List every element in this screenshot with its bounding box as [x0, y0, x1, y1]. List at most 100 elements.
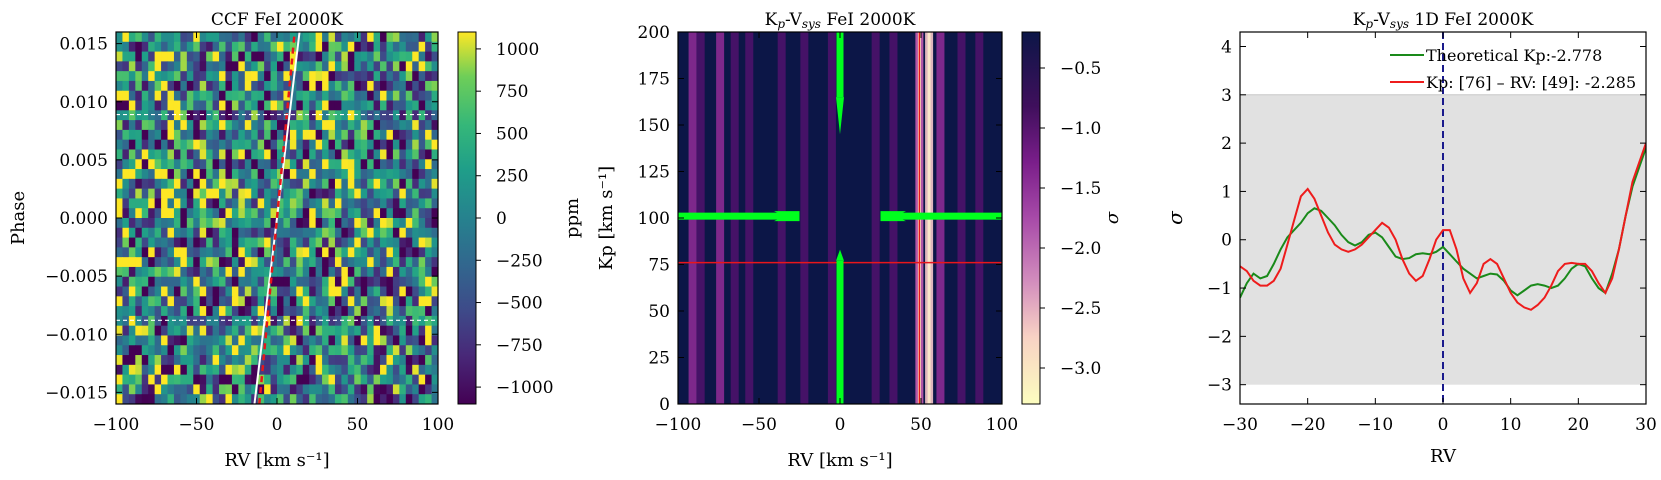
- p1-cell: [154, 374, 162, 386]
- p1-cell: [360, 110, 368, 121]
- p1-cell: [167, 247, 175, 258]
- p1-cell: [264, 32, 272, 43]
- p1-cell: [257, 169, 265, 180]
- p1-cell: [360, 374, 368, 386]
- p1-cell: [128, 227, 136, 239]
- p1-cell: [373, 41, 381, 53]
- p1-cell: [341, 149, 349, 160]
- p1-cell: [257, 306, 265, 317]
- p1-cell: [322, 139, 330, 151]
- p1-cell: [412, 364, 420, 376]
- p1-cell: [360, 41, 368, 53]
- p1-cell: [289, 394, 297, 404]
- p1-cell: [354, 208, 362, 219]
- p1-cell: [399, 178, 407, 190]
- p1-cell: [334, 266, 342, 278]
- p1-cell: [154, 335, 162, 346]
- p1-cell: [161, 61, 169, 72]
- p1-white-line: [253, 32, 301, 404]
- p3-title: Kp-Vsys 1D FeI 2000K: [1353, 10, 1534, 31]
- p1-cell: [167, 266, 175, 278]
- p1-cell: [373, 110, 381, 121]
- p2-ytick-label: 175: [638, 70, 670, 90]
- p1-cell: [206, 237, 214, 248]
- p1-cell: [167, 394, 175, 404]
- p1-cell: [277, 159, 285, 170]
- p2-green-arrow-bottom-head: [836, 249, 844, 261]
- p1-cell: [425, 51, 433, 62]
- p1-cell: [135, 61, 143, 72]
- p1-cell: [277, 394, 285, 404]
- p1-cell: [225, 355, 233, 366]
- p1-cell: [225, 276, 233, 288]
- p1-cell: [277, 286, 285, 297]
- p1-cell: [309, 41, 317, 53]
- p1-cell: [173, 384, 181, 395]
- p1-cell: [334, 384, 342, 395]
- p1-cell: [193, 296, 201, 307]
- p1-cell: [199, 345, 207, 356]
- p1-cell: [238, 247, 246, 258]
- p1-cell: [322, 100, 330, 111]
- p1-cell: [380, 120, 388, 131]
- p1-cell: [431, 178, 438, 190]
- p2-heatmap: [678, 32, 1002, 404]
- p1-cell: [347, 159, 355, 170]
- p1-cell: [277, 345, 285, 356]
- p1-cell: [128, 198, 136, 209]
- p1-cell: [367, 325, 375, 337]
- p1-colorbar-tick-label: −1000: [496, 378, 554, 398]
- p1-cell: [264, 335, 272, 346]
- p1-cell: [425, 384, 433, 395]
- p1-cell: [302, 355, 310, 366]
- p1-cell: [354, 257, 362, 268]
- p1-cell: [315, 198, 323, 209]
- p1-cell: [386, 139, 394, 151]
- p1-cell: [128, 159, 136, 170]
- p1-cell: [251, 266, 259, 278]
- p1-cell: [425, 315, 433, 327]
- p1-cell: [315, 345, 323, 356]
- p1-cell: [289, 178, 297, 190]
- p1-cell: [186, 296, 194, 307]
- p1-cell: [328, 129, 336, 141]
- p1-cell: [328, 169, 336, 180]
- p1-cell: [186, 159, 194, 170]
- p1-cell: [412, 129, 420, 141]
- p1-cell: [315, 227, 323, 239]
- p1-cell: [206, 384, 214, 395]
- p1-cell: [199, 198, 207, 209]
- p1-cell: [167, 315, 175, 327]
- p1-cell: [128, 237, 136, 248]
- p1-cell: [425, 374, 433, 386]
- p1-cell: [161, 276, 169, 288]
- p1-cell: [322, 110, 330, 121]
- p1-cell: [341, 129, 349, 141]
- p1-cell: [167, 286, 175, 297]
- p1-cell: [296, 325, 304, 337]
- p1-cell: [283, 286, 291, 297]
- p1-cell: [270, 218, 278, 229]
- p1-cell: [251, 315, 259, 327]
- p1-cell: [238, 80, 246, 92]
- p1-cell: [347, 80, 355, 92]
- p1-cell: [283, 374, 291, 386]
- p1-cell: [347, 315, 355, 327]
- p1-cell: [193, 198, 201, 209]
- p1-cell: [141, 32, 149, 43]
- p1-cell: [231, 90, 239, 102]
- p1-cell: [315, 296, 323, 307]
- p1-cell: [257, 32, 265, 43]
- p1-cell: [328, 61, 336, 72]
- p1-cell: [116, 110, 124, 121]
- p1-cell: [219, 169, 227, 180]
- p3-xtick-label: 10: [1500, 415, 1522, 435]
- p1-cell: [231, 169, 239, 180]
- p1-cell: [315, 335, 323, 346]
- p1-cell: [399, 169, 407, 180]
- p1-cell: [122, 384, 130, 395]
- p1-cell: [212, 266, 220, 278]
- p1-cell: [412, 257, 420, 268]
- p1-cell: [367, 276, 375, 288]
- p1-cell: [186, 315, 194, 327]
